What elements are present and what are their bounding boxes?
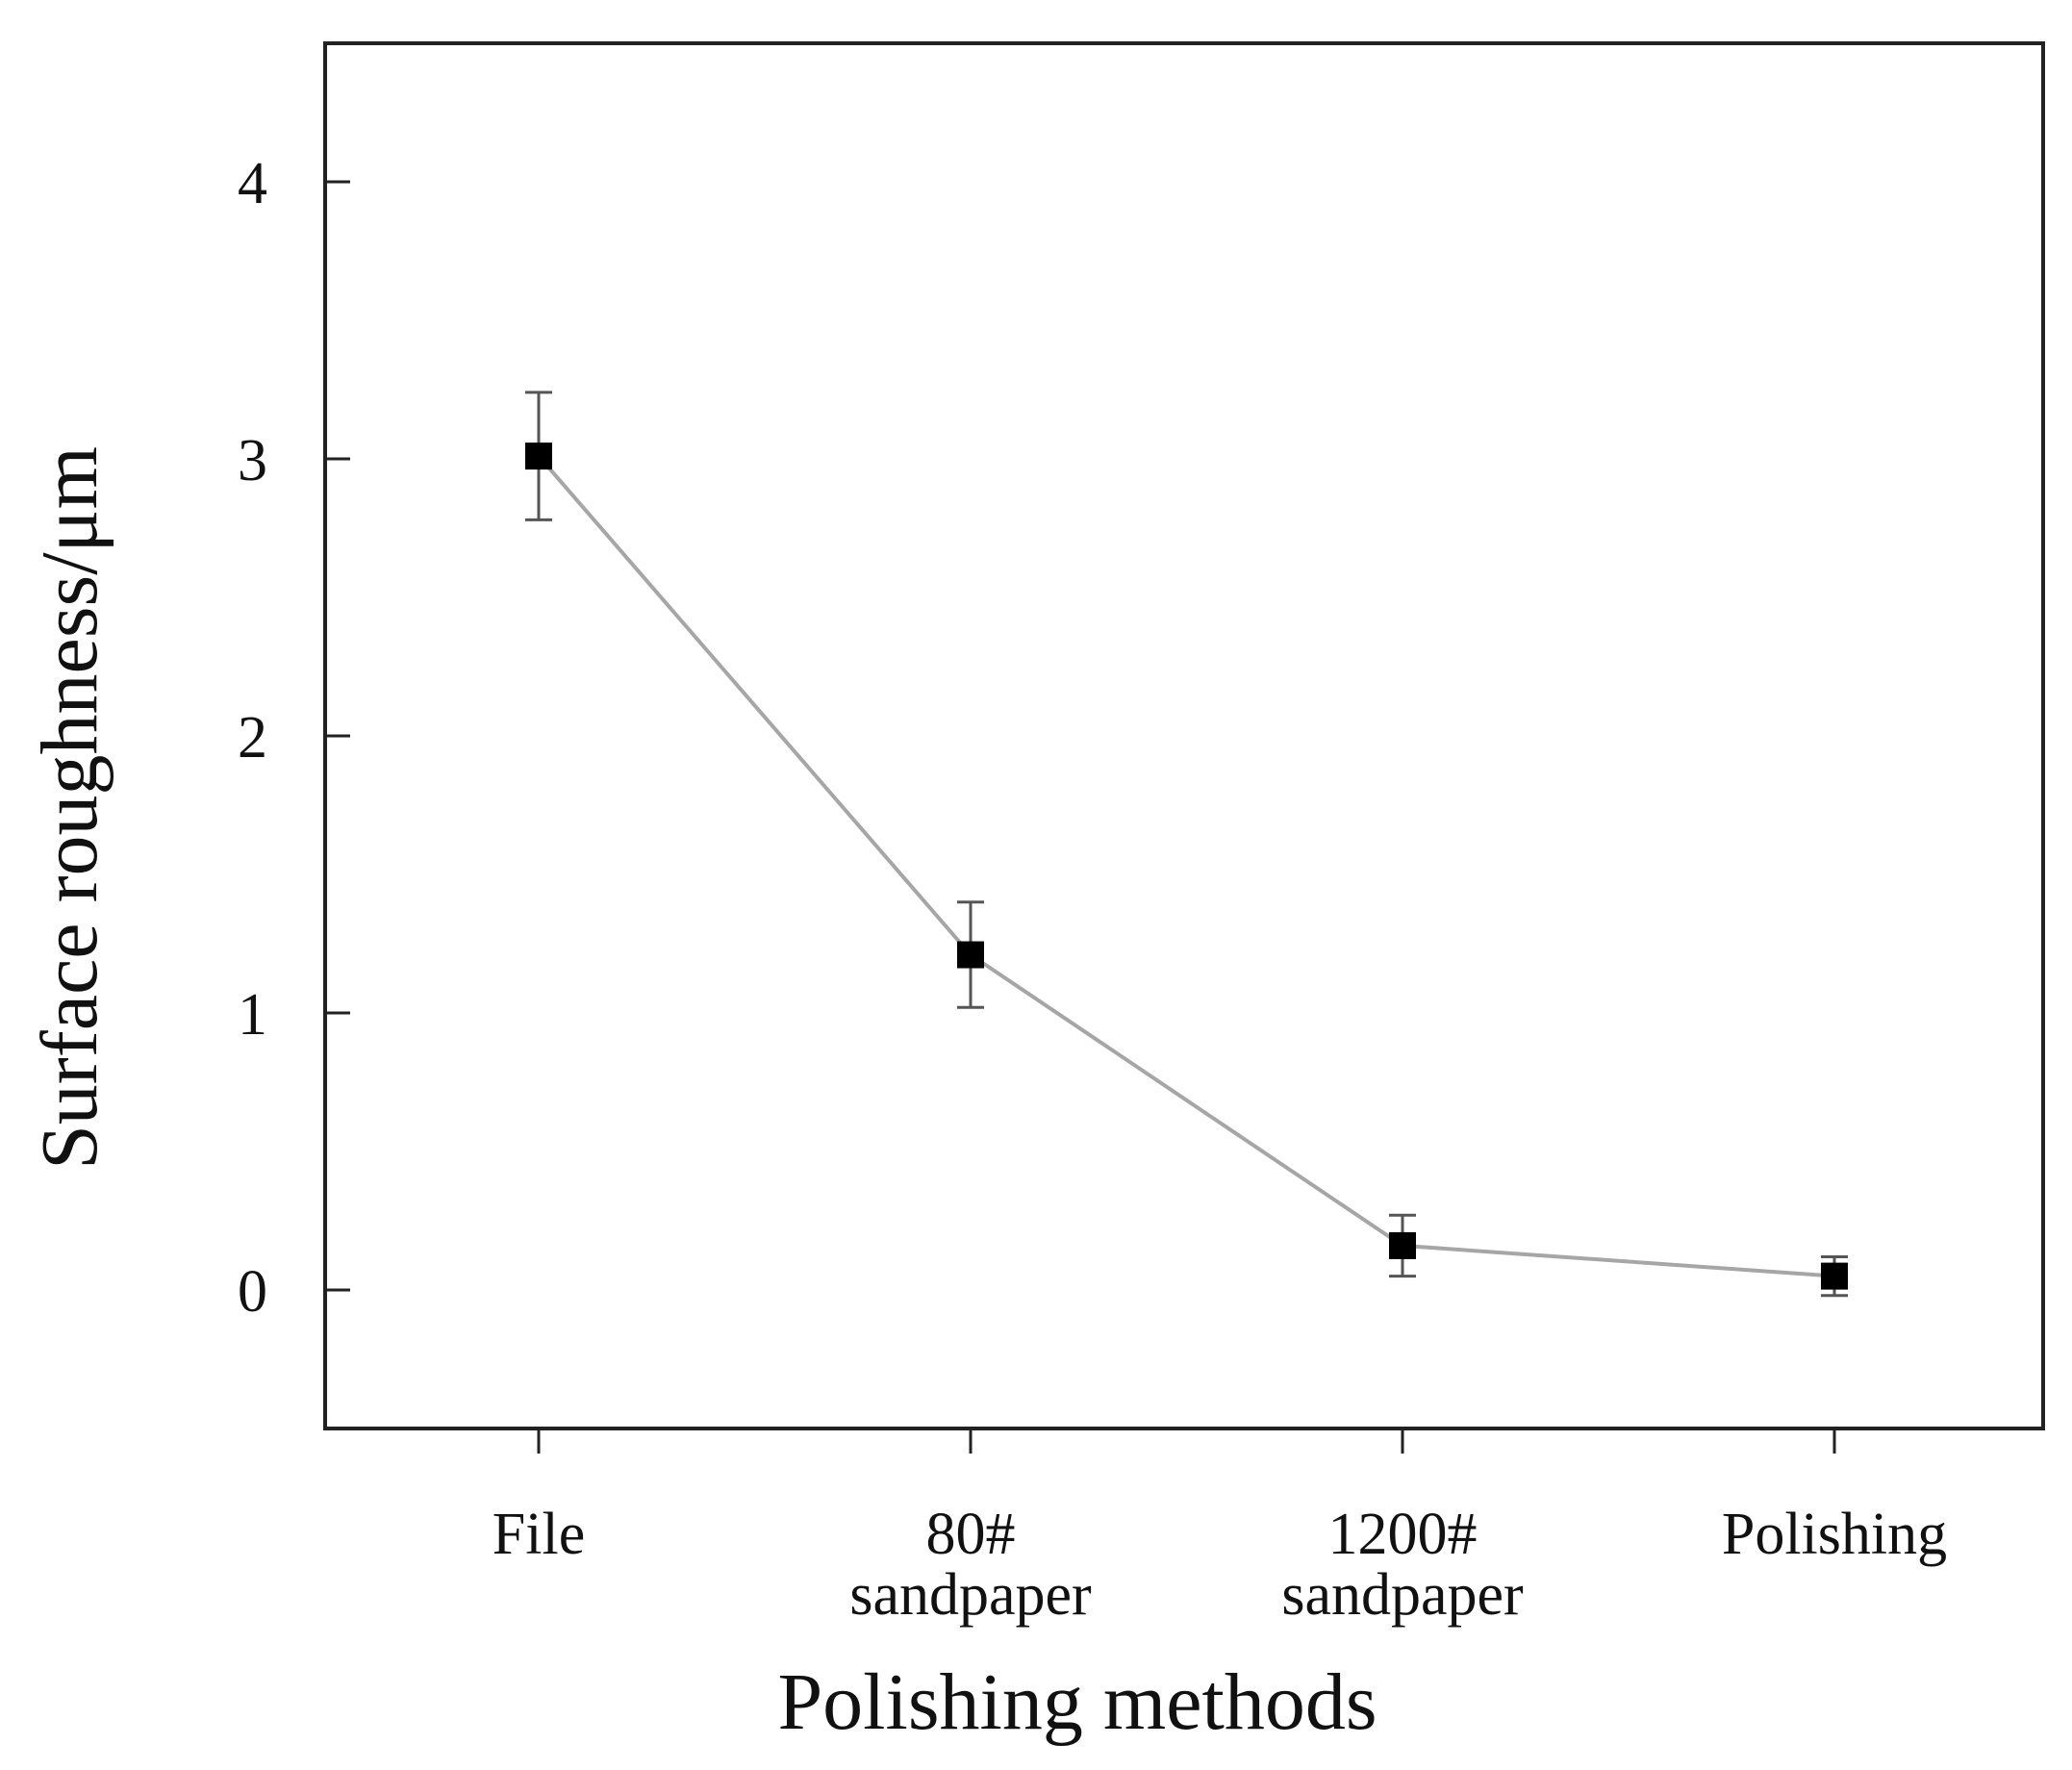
x-tick-label: File xyxy=(493,1502,585,1567)
data-point xyxy=(957,941,984,969)
data-point xyxy=(525,442,552,470)
data-point xyxy=(1389,1231,1416,1259)
x-tick-label: 80# xyxy=(926,1502,1016,1567)
series-line xyxy=(537,454,1835,1278)
y-tick-label: 2 xyxy=(238,705,267,771)
x-axis-title: Polishing methods xyxy=(777,1657,1377,1747)
y-tick-label: 3 xyxy=(238,428,267,493)
x-tick-label: sandpaper xyxy=(849,1562,1092,1628)
y-axis: 0 1 2 3 4 xyxy=(238,151,350,1325)
x-tick-label: sandpaper xyxy=(1281,1562,1524,1628)
x-tick-label: 1200# xyxy=(1328,1502,1478,1567)
y-tick-label: 4 xyxy=(238,151,267,216)
plot-frame xyxy=(323,41,2045,1430)
series-layer xyxy=(525,391,1848,1298)
data-point xyxy=(1821,1262,1848,1290)
y-tick-label: 1 xyxy=(238,982,267,1048)
y-axis-title: Surface roughness/μm xyxy=(25,446,114,1170)
y-tick-label: 0 xyxy=(238,1259,267,1325)
x-tick-label: Polishing xyxy=(1722,1502,1947,1567)
